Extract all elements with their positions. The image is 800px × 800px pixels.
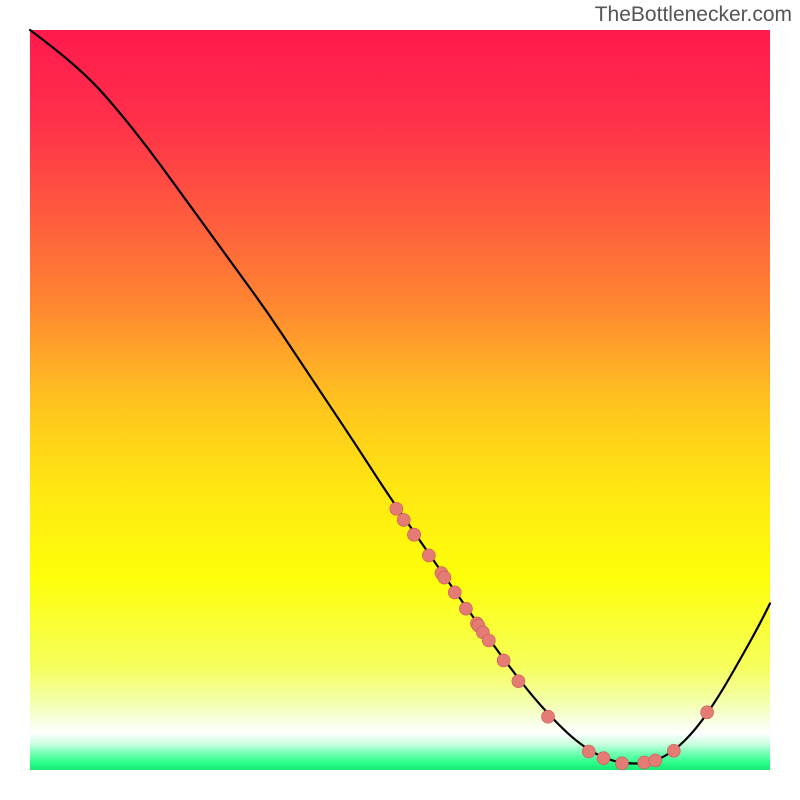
data-marker	[616, 757, 629, 770]
data-marker	[422, 549, 435, 562]
data-marker	[459, 602, 472, 615]
data-marker	[582, 745, 595, 758]
data-marker	[397, 513, 410, 526]
data-marker	[542, 710, 555, 723]
data-marker	[667, 744, 680, 757]
data-marker	[649, 754, 662, 767]
data-marker	[408, 528, 421, 541]
data-marker	[638, 756, 651, 769]
data-marker	[448, 586, 461, 599]
watermark-text: TheBottlenecker.com	[595, 3, 792, 27]
data-marker	[597, 752, 610, 765]
data-marker	[512, 675, 525, 688]
chart-root: TheBottlenecker.com	[0, 0, 800, 800]
data-marker	[497, 654, 510, 667]
chart-svg	[0, 0, 800, 800]
data-marker	[701, 706, 714, 719]
data-marker	[438, 571, 451, 584]
data-marker	[390, 502, 403, 515]
data-marker	[482, 634, 495, 647]
